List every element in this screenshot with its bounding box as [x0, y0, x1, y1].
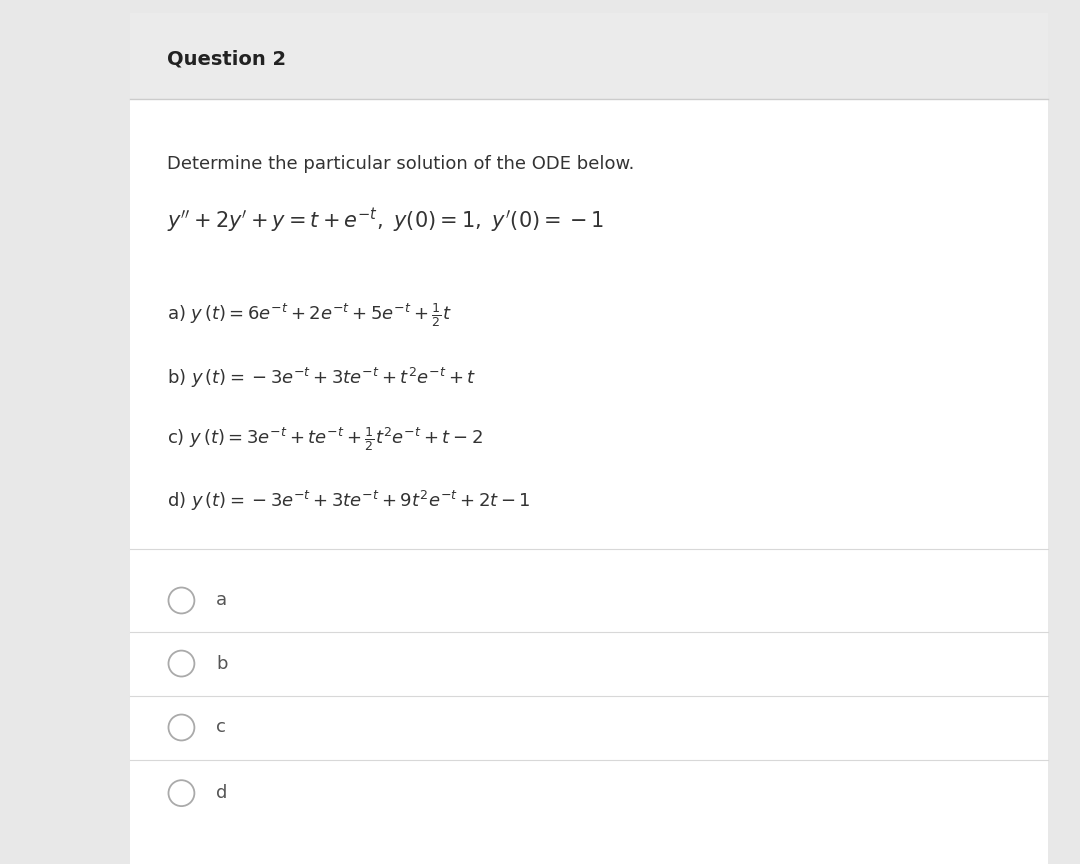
Text: d) $y\,(t) = -3e^{-t} + 3te^{-t} + 9t^2e^{-t} + 2t - 1$: d) $y\,(t) = -3e^{-t} + 3te^{-t} + 9t^2e…: [167, 489, 531, 513]
Text: Question 2: Question 2: [167, 49, 286, 68]
Text: b: b: [216, 655, 228, 672]
Text: c: c: [216, 719, 226, 736]
Text: Determine the particular solution of the ODE below.: Determine the particular solution of the…: [167, 156, 635, 173]
Text: b) $y\,(t) = -3e^{-t} + 3te^{-t} + t^2e^{-t} + t$: b) $y\,(t) = -3e^{-t} + 3te^{-t} + t^2e^…: [167, 365, 476, 390]
Text: $y'' + 2y' + y = t + e^{-t},\ y(0) = 1,\ y'(0) = -1$: $y'' + 2y' + y = t + e^{-t},\ y(0) = 1,\…: [167, 206, 605, 235]
Text: a) $y\,(t) = 6e^{-t} + 2e^{-t} + 5e^{-t} + \frac{1}{2}t$: a) $y\,(t) = 6e^{-t} + 2e^{-t} + 5e^{-t}…: [167, 302, 453, 329]
Text: c) $y\,(t) = 3e^{-t} + te^{-t} + \frac{1}{2}t^2e^{-t} + t - 2$: c) $y\,(t) = 3e^{-t} + te^{-t} + \frac{1…: [167, 425, 483, 453]
FancyBboxPatch shape: [130, 13, 1048, 99]
Text: a: a: [216, 592, 227, 609]
FancyBboxPatch shape: [130, 13, 1048, 864]
Text: d: d: [216, 785, 228, 802]
